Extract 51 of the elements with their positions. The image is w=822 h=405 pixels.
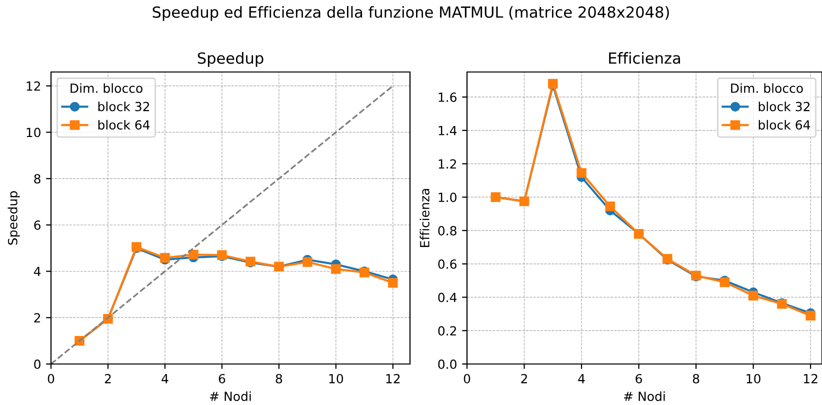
y-tick-label: 12 <box>26 81 40 91</box>
point <box>806 310 816 320</box>
point <box>576 168 586 178</box>
point <box>748 290 758 300</box>
point <box>188 250 198 260</box>
x-tick-label: 8 <box>692 374 700 384</box>
x-tick-label: 2 <box>521 374 527 384</box>
y-tick-label: 2 <box>34 313 40 322</box>
chart-title: Speedup <box>198 52 264 67</box>
y-tick-label: 0.2 <box>438 326 456 336</box>
x-tick-label: 0 <box>48 374 54 384</box>
legend-label: block 32 <box>758 102 810 112</box>
y-tick-label: 4 <box>34 266 41 276</box>
y-tick-label: 0.4 <box>438 292 457 302</box>
legend-label: block 64 <box>98 120 150 130</box>
y-tick-label: 1.2 <box>438 159 456 169</box>
x-tick-label: 12 <box>386 374 400 384</box>
y-tick-label: 0 <box>34 359 40 369</box>
y-tick-label: 1.4 <box>438 126 457 136</box>
point <box>331 264 341 274</box>
x-tick-label: 12 <box>804 374 818 384</box>
x-tick-label: 10 <box>746 374 760 384</box>
y-tick-label: 1.0 <box>438 192 456 202</box>
point <box>388 278 398 288</box>
legend-title: Dim. blocco <box>70 83 142 93</box>
point <box>605 201 616 212</box>
y-axis-title: Speedup <box>8 191 20 245</box>
y-axis-title: Efficienza <box>420 188 430 247</box>
x-tick-label: 8 <box>276 374 282 384</box>
text: Speedup ed Efficienza della funzione MATMUL (matrice 2048x2048) <box>152 6 669 21</box>
x-axis-title: # Nodi <box>210 391 251 402</box>
y-tick-label: 0.6 <box>438 259 456 269</box>
point <box>302 257 312 267</box>
chart-title: Efficienza <box>609 52 680 64</box>
x-tick-label: 0 <box>464 374 470 384</box>
y-tick-label: 0.0 <box>438 359 456 369</box>
legend-label: block 64 <box>758 120 810 130</box>
y-tick-label: 10 <box>26 128 40 138</box>
y-tick-label: 6 <box>34 220 40 230</box>
x-tick-label: 6 <box>218 374 226 384</box>
x-tick-label: 4 <box>162 374 168 384</box>
x-axis-title: # Nodi <box>624 391 665 402</box>
x-tick-label: 4 <box>578 374 585 384</box>
legend-title: Dim. blocco <box>731 83 803 93</box>
x-tick-label: 10 <box>329 374 344 384</box>
y-tick-label: 8 <box>34 174 40 184</box>
x-tick-label: 2 <box>104 374 111 384</box>
y-tick-label: 1.6 <box>438 92 456 102</box>
y-tick-label: 0.8 <box>438 226 456 236</box>
x-tick-label: 6 <box>636 374 642 384</box>
legend-label: block 32 <box>98 102 150 112</box>
